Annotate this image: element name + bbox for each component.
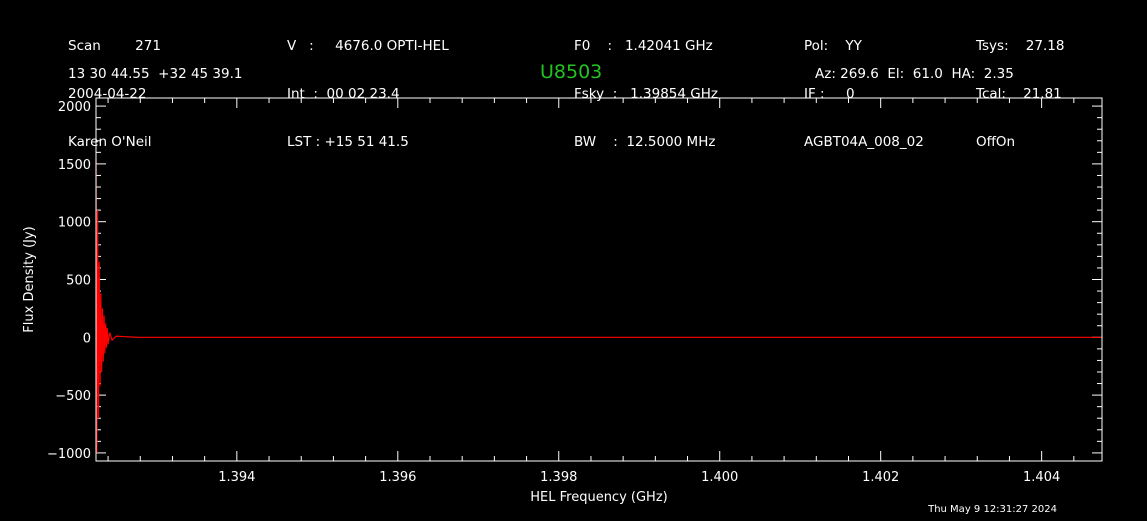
x-tick-label: 1.402 <box>862 470 899 485</box>
x-axis-label: HEL Frequency (GHz) <box>530 490 667 505</box>
lst: LST : +15 51 41.5 <box>287 134 409 150</box>
y-tick-label: −1000 <box>47 447 91 462</box>
y-axis-label: Flux Density (Jy) <box>22 226 37 332</box>
header-column-system: Tsys: 27.18 Tcal: 21.81 OffOn <box>976 6 1064 166</box>
tsys: Tsys: 27.18 <box>976 38 1065 54</box>
x-tick-label: 1.396 <box>379 470 416 485</box>
rest-frequency: F0 : 1.42041 GHz <box>574 38 713 54</box>
plot-timestamp: Thu May 9 12:31:27 2024 <box>928 504 1057 515</box>
y-tick-label: 1000 <box>58 216 91 231</box>
if-number: IF : 0 <box>804 86 855 102</box>
observer-name: Karen O'Neil <box>68 134 152 150</box>
spectrum-trace <box>95 158 1102 453</box>
polarization: Pol: YY <box>804 38 862 54</box>
source-coordinates: 13 30 44.55 +32 45 39.1 <box>68 66 243 82</box>
header-column-frequency: F0 : 1.42041 GHz Fsky : 1.39854 GHz BW :… <box>574 6 718 166</box>
procedure: OffOn <box>976 134 1016 150</box>
azimuth-elevation: Az: 269.6 El: 61.0 HA: 2.35 <box>815 66 1014 82</box>
x-tick-label: 1.398 <box>540 470 577 485</box>
y-tick-label: 1500 <box>58 158 91 173</box>
plot-frame <box>95 97 1103 462</box>
x-tick-label: 1.394 <box>218 470 255 485</box>
axis-ticks <box>96 98 1102 461</box>
source-name: U8503 <box>540 61 603 83</box>
x-tick-label: 1.400 <box>701 470 738 485</box>
y-tick-label: 0 <box>83 331 91 346</box>
y-tick-label: −500 <box>55 389 91 404</box>
scan-number: Scan 271 <box>68 38 161 54</box>
header-column-scan: Scan 271 2004-04-22 Karen O'Neil <box>68 6 161 166</box>
spectrum-line <box>95 158 1102 453</box>
velocity: V : 4676.0 OPTI-HEL <box>287 38 449 54</box>
y-tick-label: 2000 <box>58 100 91 115</box>
bandwidth: BW : 12.5000 MHz <box>574 134 716 150</box>
header-column-polarization: Pol: YY IF : 0 AGBT04A_008_02 <box>804 6 924 166</box>
x-tick-label: 1.404 <box>1023 470 1060 485</box>
axis-labels: 1.394 1.396 1.398 1.400 1.402 1.404 −1000 −500 0… <box>47 100 1060 485</box>
project-id: AGBT04A_008_02 <box>804 134 924 150</box>
y-tick-label: 500 <box>66 274 91 289</box>
